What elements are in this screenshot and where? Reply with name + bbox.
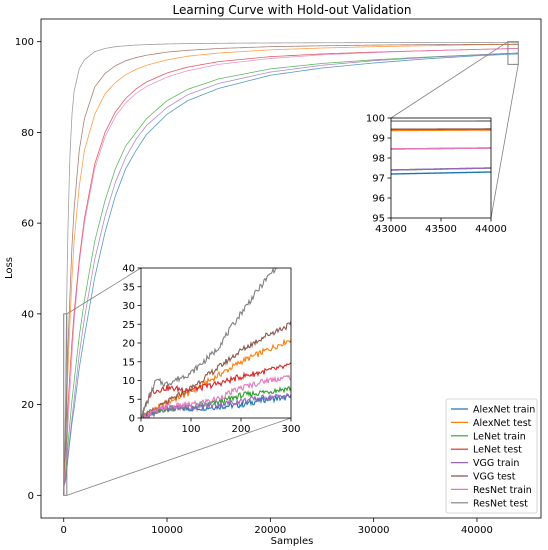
inset-y-tick-label: 25 [122,320,135,331]
inset-late-zoom: 43000 43500 44000 95 96 97 98 99 100 [366,41,519,235]
y-tick-label: 80 [21,128,34,139]
inset-series-line-vgg-train [391,167,491,171]
inset-x-tick-label: 100 [181,424,200,435]
chart-title: Learning Curve with Hold-out Validation [173,3,412,17]
x-tick-label: 0 [61,525,67,536]
inset-x-tick-label: 300 [281,424,300,435]
x-tick-label: 10000 [151,525,183,536]
zoom-connector-line [390,41,509,119]
inset-y-tick-label: 35 [122,282,135,293]
legend-label: LeNet train [473,431,526,442]
inset-x-tick-label: 200 [231,424,250,435]
legend-label: AlexNet train [473,405,535,416]
inset-y-tick-label: 10 [122,376,135,387]
inset-series-lines [141,268,291,418]
inset-series-line-resnet-test [141,268,278,418]
inset-series-line-lenet-test [141,362,291,418]
legend-label: AlexNet test [473,418,532,429]
inset-background [141,268,291,418]
inset-early-zoom: 0 100 200 300 0 5 10 15 20 25 30 35 40 [63,264,301,496]
inset-y-tick-label: 95 [372,214,385,225]
main-series-lines [63,41,519,496]
y-tick-label: 60 [21,219,34,230]
inset-series-line-alexnet-train [391,171,491,175]
legend-label: LeNet test [473,445,522,456]
y-axis-label: Loss [4,257,15,279]
inset-x-tick-label: 44000 [475,224,507,235]
x-tick-label: 30000 [358,525,390,536]
inset-series-lines [391,120,491,175]
inset-y-tick-label: 40 [122,264,135,275]
legend-label: ResNet test [473,498,528,509]
inset-y-tick-label: 96 [372,194,385,205]
series-line-vgg-train [63,52,519,496]
inset-y-tick-label: 0 [129,414,135,425]
inset-series-line-alexnet-test [391,129,491,132]
zoom-connector-line [66,417,292,496]
y-tick-label: 40 [21,309,34,320]
inset-series-line-resnet-train [141,374,291,418]
legend-box [445,398,538,514]
inset-series-line-resnet-train [391,147,491,150]
legend-label: VGG train [473,458,519,469]
legend-label: VGG test [473,472,516,483]
inset-series-line-vgg-test [142,321,291,418]
inset-y-tick-label: 30 [122,301,135,312]
legend-label: ResNet train [473,485,532,496]
series-line-resnet-test [63,41,519,496]
series-line-vgg-test [63,43,519,496]
legend: AlexNet train AlexNet test LeNet train LeNe… [445,398,538,514]
y-tick-label: 0 [28,491,34,502]
inset-y-tick-label: 5 [129,395,135,406]
y-tick-label: 100 [15,37,34,48]
y-tick-label: 20 [21,400,34,411]
inset-y-tick-label: 98 [372,154,385,165]
series-line-lenet-train [63,52,519,496]
inset-x-tick-label: 0 [138,424,144,435]
inset-y-tick-label: 97 [372,174,385,185]
inset-series-line-alexnet-test [141,339,291,418]
x-tick-label: 40000 [461,525,493,536]
inset-y-tick-label: 99 [372,134,385,145]
zoom-indicator-box [507,41,519,65]
inset-y-tick-label: 20 [122,339,135,350]
inset-y-tick-label: 100 [366,114,385,125]
zoom-connector-line [66,267,142,315]
inset-x-tick-label: 43500 [425,224,457,235]
series-line-resnet-train [63,48,519,496]
zoom-indicator-box [63,313,68,496]
main-plot-frame [40,18,542,519]
zoom-connector-line [490,64,519,219]
series-line-alexnet-test [63,44,519,496]
inset-x-tick-label: 43000 [375,224,407,235]
x-tick-label: 20000 [254,525,286,536]
inset-y-tick-label: 15 [122,357,135,368]
x-axis-label: Samples [271,536,314,547]
